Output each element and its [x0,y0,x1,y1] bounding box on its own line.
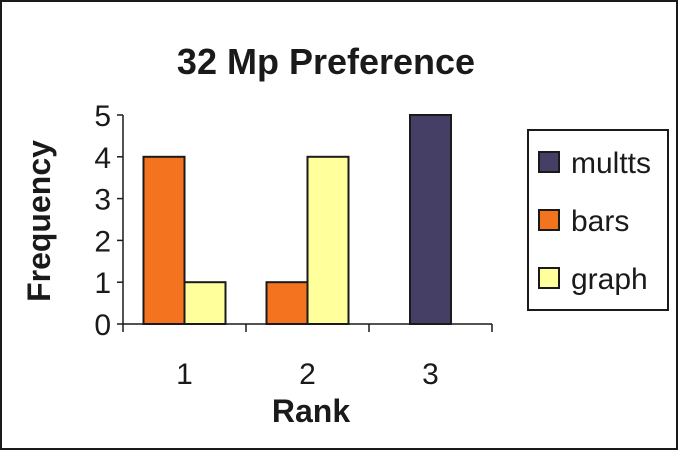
y-tick-label: 0 [94,309,111,342]
y-tick-label: 1 [94,267,111,300]
plot-area: 0 1 2 3 4 5 1 2 3 [94,100,493,391]
legend-swatch-graph [538,267,560,289]
y-axis-title: Frequency [21,140,57,302]
y-tick-label: 4 [94,142,111,175]
x-tick-label: 2 [299,358,316,391]
bar-graph-rank-2 [306,155,350,325]
y-tick-label: 3 [94,184,111,217]
legend: multts bars graph [527,129,669,311]
legend-swatch-multts [538,151,560,173]
x-axis-title: Rank [272,393,350,429]
y-tick-label: 5 [94,100,111,133]
bar-bars-rank-2 [265,281,309,326]
legend-label-bars: bars [571,205,629,238]
y-tick-label: 2 [94,225,111,258]
chart-title: 32 Mp Preference [177,41,475,82]
x-tick-label: 3 [422,358,439,391]
bar-bars-rank-1 [142,155,186,325]
bar-multts-rank-3 [409,114,452,325]
legend-label-graph: graph [571,263,648,296]
x-tick-label: 1 [176,358,193,391]
bar-graph-rank-1 [183,281,227,326]
legend-swatch-bars [538,209,560,231]
legend-label-multts: multts [571,147,651,180]
